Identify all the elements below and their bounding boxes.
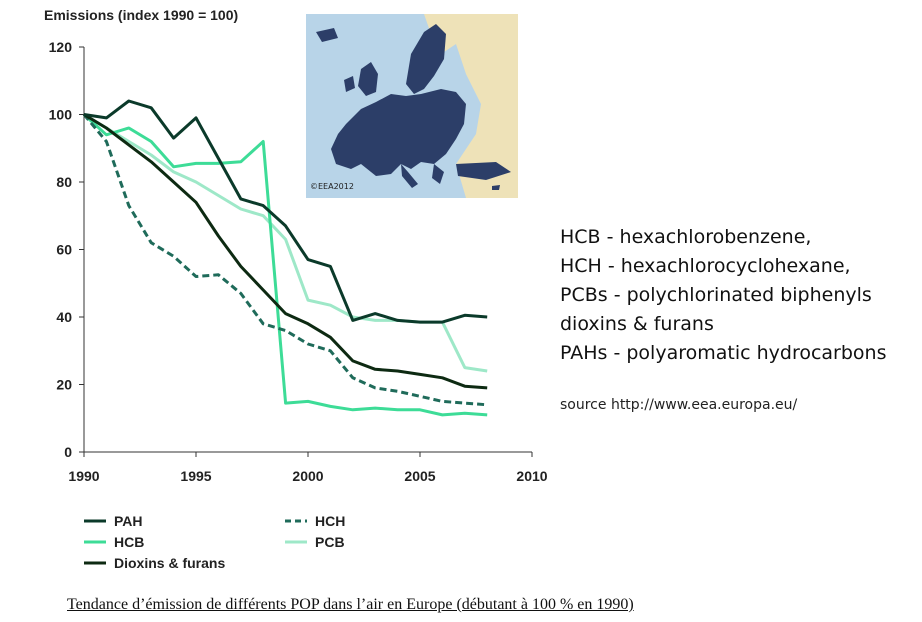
scandinavia-shape [406, 24, 446, 94]
series-line-hcb [82, 113, 488, 417]
italy-shape [401, 164, 418, 188]
turkey-shape [456, 162, 511, 180]
x-tick-label: 1995 [180, 468, 211, 484]
glossary-line-hcb: HCB - hexachlorobenzene, [560, 226, 812, 248]
legend-label-hch: HCH [315, 513, 345, 529]
y-tick-label: 100 [49, 107, 73, 123]
y-tick-label: 0 [64, 444, 72, 460]
source-text: source http://www.eea.europa.eu/ [560, 397, 798, 413]
cyprus-shape [492, 185, 500, 190]
x-tick-label: 2010 [516, 468, 547, 484]
map-credit: ©EEA2012 [310, 182, 354, 191]
y-tick-label: 80 [56, 174, 72, 190]
series-line-pah [83, 99, 488, 324]
iceland-shape [316, 28, 338, 42]
continent-shape [331, 89, 466, 176]
uk-shape [358, 62, 378, 96]
glossary-line-dioxins: dioxins & furans [560, 313, 714, 335]
glossary: HCB - hexachlorobenzene, HCH - hexachlor… [560, 223, 887, 368]
legend-label-pah: PAH [114, 513, 143, 529]
x-tick-label: 1990 [68, 468, 99, 484]
y-tick-label: 40 [56, 309, 72, 325]
greece-shape [432, 164, 444, 184]
y-tick-label: 20 [56, 377, 72, 393]
emissions-line-chart: Emissions (index 1990 = 100) 0 20 40 60 80 100… [44, 7, 548, 571]
y-axis-label: Emissions (index 1990 = 100) [44, 7, 238, 23]
y-tick-label: 120 [49, 39, 73, 55]
series-line-hch [82, 113, 488, 407]
europe-map: ©EEA2012 [306, 14, 518, 198]
figure-caption: Tendance d’émission de différents POP da… [67, 596, 634, 613]
non-eu-land [456, 14, 518, 198]
series-line-dioxins-furans [83, 113, 488, 390]
glossary-line-hch: HCH - hexachlorocyclohexane, [560, 255, 851, 277]
x-tick-label: 2000 [292, 468, 323, 484]
x-tick-label: 2005 [404, 468, 435, 484]
glossary-line-pah: PAHs - polyaromatic hydrocarbons [560, 342, 887, 364]
y-tick-label: 60 [56, 242, 72, 258]
ireland-shape [344, 76, 355, 92]
legend-label-hcb: HCB [114, 534, 144, 550]
europe-map-graphic [316, 14, 518, 198]
legend-label-pcb: PCB [315, 534, 345, 550]
legend-label-dioxins-furans: Dioxins & furans [114, 555, 225, 571]
glossary-line-pcb: PCBs - polychlorinated biphenyls [560, 284, 872, 306]
